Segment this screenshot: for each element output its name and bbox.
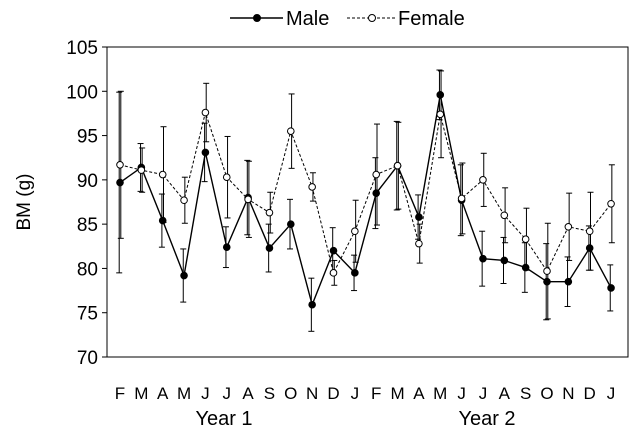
data-point-male [116, 178, 124, 187]
x-tick-label: J [201, 384, 210, 403]
data-point-male [500, 256, 509, 265]
x-tick-label: J [223, 384, 232, 403]
data-point-female [287, 127, 295, 135]
y-ticks: 70 75 80 85 90 95 100 105 [66, 38, 107, 369]
legend-male-label: Male [286, 8, 329, 30]
series-male [116, 69, 615, 332]
data-point-female [607, 199, 615, 208]
legend-female-marker [368, 14, 376, 22]
x-tick-label: M [433, 384, 447, 403]
data-point-male [329, 246, 338, 255]
data-point-male [351, 269, 359, 277]
series-line-male [119, 94, 612, 307]
data-point-male [222, 243, 231, 251]
series-line-female [119, 110, 612, 275]
data-point-female [329, 269, 338, 277]
x-tick-label: S [264, 384, 275, 403]
x-tick-label: J [351, 384, 360, 403]
data-point-male [607, 284, 615, 292]
data-point-male [521, 263, 530, 272]
y-tick-label: 75 [77, 304, 98, 325]
data-point-female [308, 183, 316, 191]
data-point-female [244, 195, 252, 204]
data-point-male [158, 216, 167, 225]
data-point-female [457, 194, 466, 203]
x-tick-label: O [540, 384, 553, 403]
data-point-female [137, 166, 146, 174]
data-point-female [479, 176, 487, 184]
data-point-male [436, 91, 445, 99]
y-tick-label: 85 [77, 215, 98, 236]
legend-female-label: Female [398, 8, 465, 30]
x-tick-label: J [479, 384, 488, 403]
x-tick-label: A [157, 384, 169, 403]
y-tick-label: 100 [66, 82, 98, 103]
x-tick-label: F [115, 384, 125, 403]
x-tick-label: A [242, 384, 254, 403]
data-point-female [521, 235, 530, 243]
x-tick-label: M [390, 384, 404, 403]
x-tick-label: N [562, 384, 574, 403]
y-tick-label: 80 [77, 259, 98, 280]
data-point-female [222, 173, 231, 181]
data-point-female [585, 227, 594, 236]
y-tick-label: 90 [77, 171, 98, 192]
data-point-male [543, 277, 551, 286]
x-tick-label: F [371, 384, 381, 403]
data-point-female [351, 227, 359, 236]
x-tick-label: D [327, 384, 339, 403]
year-label-1: Year 1 [195, 408, 252, 430]
data-point-male [180, 271, 188, 280]
data-point-female [564, 223, 573, 231]
data-point-female [500, 211, 509, 220]
series-female [116, 70, 615, 320]
data-point-female [393, 161, 402, 170]
x-tick-label: N [306, 384, 318, 403]
x-tick-label: M [134, 384, 148, 403]
data-point-female [543, 267, 551, 275]
data-point-male [287, 220, 295, 228]
data-point-male [585, 244, 594, 252]
data-point-female [265, 208, 274, 217]
x-tick-label: O [284, 384, 297, 403]
data-point-male [415, 213, 423, 221]
legend: Male Female [230, 8, 465, 30]
data-point-female [201, 108, 210, 117]
x-tick-label: J [607, 384, 616, 403]
year-label-2: Year 2 [458, 408, 515, 430]
y-axis-label: BM (g) [14, 174, 35, 231]
x-tick-label: J [457, 384, 466, 403]
x-tick-label: A [413, 384, 425, 403]
data-point-male [308, 300, 316, 309]
y-tick-label: 105 [66, 38, 98, 59]
legend-male-marker [253, 14, 261, 22]
data-point-female [158, 170, 167, 179]
data-point-female [436, 110, 445, 119]
data-point-female [180, 196, 188, 205]
data-point-male [479, 254, 487, 263]
y-tick-label: 70 [77, 348, 98, 369]
x-tick-label: D [584, 384, 596, 403]
data-point-male [201, 148, 210, 157]
x-tick-label: A [499, 384, 511, 403]
data-point-male [265, 244, 274, 252]
x-tick-label: M [177, 384, 191, 403]
series-layer [116, 69, 615, 332]
data-point-female [415, 239, 423, 248]
plot-area-frame [106, 46, 629, 358]
data-point-female [116, 161, 124, 169]
x-tick-label: S [520, 384, 531, 403]
data-point-female [372, 170, 381, 179]
data-point-male [372, 189, 381, 197]
data-point-male [564, 277, 573, 286]
y-tick-label: 95 [77, 127, 98, 148]
